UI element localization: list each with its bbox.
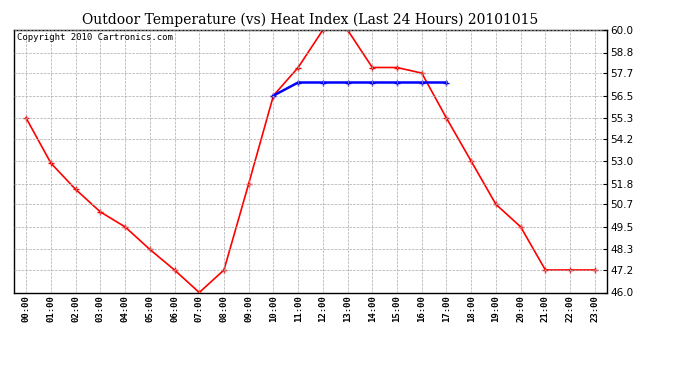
Title: Outdoor Temperature (vs) Heat Index (Last 24 Hours) 20101015: Outdoor Temperature (vs) Heat Index (Las… <box>82 13 539 27</box>
Text: Copyright 2010 Cartronics.com: Copyright 2010 Cartronics.com <box>17 33 172 42</box>
